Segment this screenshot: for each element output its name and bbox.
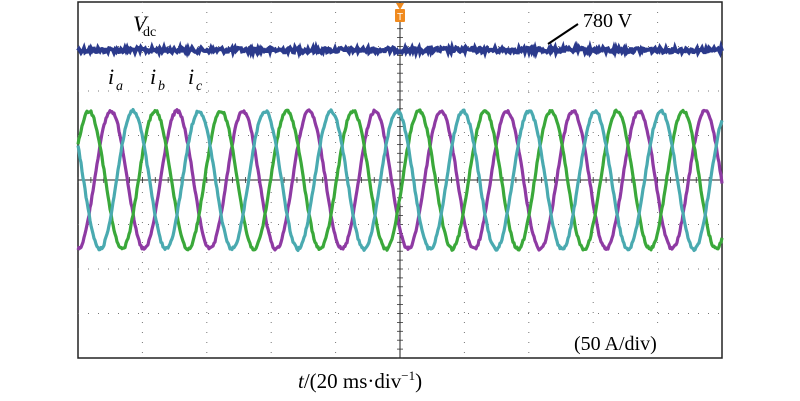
phase-current-c-trace bbox=[76, 108, 724, 252]
vdc-symbol: V bbox=[133, 11, 149, 36]
trigger-marker: T bbox=[395, 3, 405, 23]
vdc-subscript: dc bbox=[143, 25, 156, 40]
label-ib: i b bbox=[150, 64, 165, 94]
scale-label-bg bbox=[567, 330, 699, 356]
vdc-trace bbox=[76, 40, 724, 60]
vdc-pointer-line bbox=[547, 23, 579, 45]
traces bbox=[76, 40, 724, 252]
label-ic-symbol: i bbox=[188, 64, 194, 89]
phase-current-b-trace bbox=[76, 108, 724, 252]
x-axis-label-var: t bbox=[298, 369, 305, 393]
vdc-value-label: 780 V bbox=[583, 10, 633, 32]
x-axis-label-rest: /(20 ms·div bbox=[304, 369, 402, 393]
trigger-letter: T bbox=[397, 12, 403, 23]
label-ic-sub: c bbox=[196, 79, 203, 94]
label-ia-sub: a bbox=[116, 79, 123, 94]
current-scale-label: (50 A/div) bbox=[574, 333, 657, 355]
phase-current-a-trace bbox=[76, 108, 724, 252]
label-ib-symbol: i bbox=[150, 64, 156, 89]
label-ia-symbol: i bbox=[108, 64, 114, 89]
label-ia: i a bbox=[108, 64, 123, 94]
x-axis-label-close: ) bbox=[415, 369, 422, 393]
x-axis-label: t/(20 ms·div−1) bbox=[298, 368, 422, 393]
label-ib-sub: b bbox=[158, 79, 165, 94]
x-axis-label-sup: −1 bbox=[401, 368, 415, 383]
label-ic: i c bbox=[188, 64, 203, 94]
